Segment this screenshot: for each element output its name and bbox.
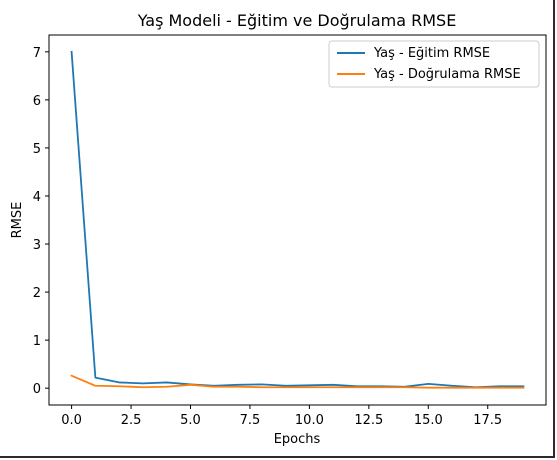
legend-label-validation: Yaş - Doğrulama RMSE [373, 67, 521, 82]
x-tick-label: 0.0 [61, 413, 82, 428]
y-tick-label: 1 [33, 334, 41, 349]
chart-title: Yaş Modeli - Eğitim ve Doğrulama RMSE [137, 11, 457, 30]
x-axis-ticks: 0.0 2.5 5.0 7.5 10.0 12.5 15.0 17.5 [61, 405, 502, 428]
y-tick-label: 7 [33, 46, 41, 61]
y-tick-label: 5 [33, 142, 41, 157]
y-tick-label: 0 [33, 382, 41, 397]
x-tick-label: 15.0 [414, 413, 443, 428]
y-tick-label: 3 [33, 238, 41, 253]
legend: Yaş - Eğitim RMSE Yaş - Doğrulama RMSE [328, 40, 540, 88]
x-tick-label: 5.0 [180, 413, 201, 428]
series-layer [70, 50, 525, 389]
y-tick-label: 4 [33, 190, 41, 205]
train-rmse-line [70, 50, 525, 389]
x-tick-label: 17.5 [473, 413, 502, 428]
x-tick-label: 2.5 [121, 413, 142, 428]
legend-box [328, 40, 540, 88]
x-tick-label: 12.5 [354, 413, 383, 428]
legend-label-train: Yaş - Eğitim RMSE [373, 46, 490, 61]
plot-area-frame [48, 34, 547, 406]
validation-rmse-line [70, 374, 525, 389]
y-axis-label: RMSE [10, 202, 25, 239]
x-axis-label: Epochs [274, 432, 321, 447]
y-tick-label: 6 [33, 94, 41, 109]
x-tick-label: 10.0 [295, 413, 324, 428]
y-axis-ticks: 0 1 2 3 4 5 6 7 [33, 46, 49, 397]
y-tick-label: 2 [33, 286, 41, 301]
x-tick-label: 7.5 [240, 413, 261, 428]
